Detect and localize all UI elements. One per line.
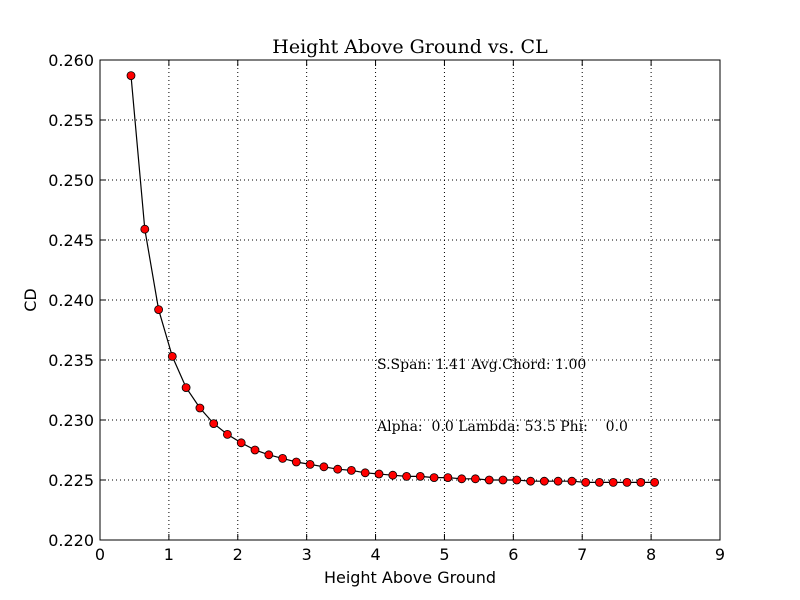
data-point (581, 477, 591, 487)
data-point (305, 459, 315, 469)
data-point (181, 383, 191, 393)
data-point (608, 477, 618, 487)
data-point (154, 305, 164, 315)
grid (100, 60, 720, 540)
data-point (374, 469, 384, 479)
data-point (250, 445, 260, 455)
x-tick-label: 5 (439, 545, 449, 564)
x-tick-label: 3 (302, 545, 312, 564)
data-point (539, 476, 549, 486)
y-axis-label: CD (21, 288, 40, 312)
data-point (222, 429, 232, 439)
data-point (622, 477, 632, 487)
data-point (388, 470, 398, 480)
data-point (319, 462, 329, 472)
data-point (470, 474, 480, 484)
data-point (264, 450, 274, 460)
series-markers (126, 71, 659, 487)
annotation-span-chord: S.Span: 1.41 Avg.Chord: 1.00 (377, 357, 586, 373)
y-tick-label: 0.255 (48, 111, 94, 130)
data-point (167, 351, 177, 361)
y-tick-label: 0.225 (48, 471, 94, 490)
data-point (595, 477, 604, 487)
data-point (567, 476, 577, 486)
data-point (484, 475, 494, 485)
data-point (236, 438, 246, 448)
data-point (457, 474, 467, 484)
data-point (429, 473, 439, 483)
data-point (498, 475, 508, 485)
y-tick-label: 0.235 (48, 351, 94, 370)
x-axis-label: Height Above Ground (324, 568, 496, 587)
x-tick-label: 4 (370, 545, 380, 564)
y-tick-label: 0.245 (48, 231, 94, 250)
data-point (291, 457, 301, 467)
data-point (526, 476, 535, 486)
data-point (140, 224, 150, 234)
y-tick-label: 0.220 (48, 531, 94, 550)
data-point (650, 477, 659, 487)
y-tick-label: 0.260 (48, 51, 94, 70)
y-tick-labels: 0.220 0.225 0.230 0.235 0.240 0.245 0.250 0.255… (48, 51, 94, 550)
data-point (443, 473, 453, 483)
data-point (126, 71, 136, 80)
x-tick-label: 1 (164, 545, 174, 564)
chart-title: Height Above Ground vs. CL (272, 36, 548, 58)
plot-frame (99, 59, 721, 541)
x-tick-label: 2 (233, 545, 243, 564)
data-point (402, 471, 412, 481)
y-tick-label: 0.250 (48, 171, 94, 190)
annotation-alpha-lambda-phi: Alpha: 0.0 Lambda: 53.5 Phi: 0.0 (376, 419, 628, 435)
data-point (512, 475, 522, 485)
data-point (636, 477, 646, 487)
data-point (209, 419, 219, 429)
x-tick-label: 0 (95, 545, 105, 564)
data-point (278, 453, 288, 463)
x-tick-label: 6 (508, 545, 518, 564)
x-tick-labels: 0 1 2 3 4 5 6 7 8 9 (95, 545, 725, 564)
x-tick-label: 7 (577, 545, 587, 564)
x-tick-label: 9 (715, 545, 725, 564)
y-tick-label: 0.240 (48, 291, 94, 310)
y-tick-label: 0.230 (48, 411, 94, 430)
data-point (346, 465, 356, 475)
data-point (195, 403, 205, 413)
data-point (360, 468, 370, 478)
data-point (333, 464, 343, 474)
data-point (415, 471, 425, 481)
data-point (553, 476, 563, 486)
x-tick-label: 8 (646, 545, 656, 564)
